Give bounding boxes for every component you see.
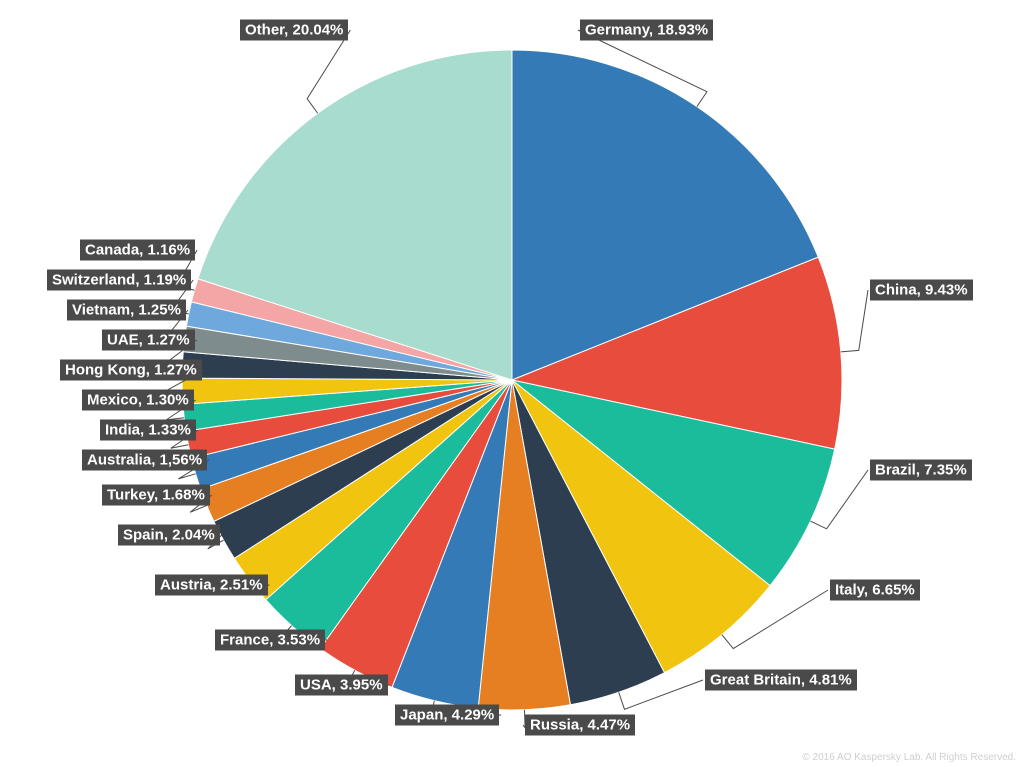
slice-label-china: China, 9.43% bbox=[870, 280, 973, 301]
slice-label-italy: Italy, 6.65% bbox=[830, 580, 920, 601]
slice-label-vietnam: Vietnam, 1.25% bbox=[67, 300, 186, 321]
slice-label-russia: Russia, 4.47% bbox=[525, 715, 635, 736]
slice-label-canada: Canada, 1.16% bbox=[80, 240, 195, 261]
slice-label-uae: UAE, 1.27% bbox=[102, 330, 195, 351]
slice-label-france: France, 3.53% bbox=[215, 630, 325, 651]
slice-label-great-britain: Great Britain, 4.81% bbox=[705, 670, 857, 691]
slice-label-australia: Australia, 1,56% bbox=[82, 450, 207, 471]
slice-label-japan: Japan, 4.29% bbox=[395, 705, 499, 726]
slice-label-mexico: Mexico, 1.30% bbox=[82, 390, 194, 411]
pie-chart-svg bbox=[0, 0, 1024, 767]
slice-label-turkey: Turkey, 1.68% bbox=[102, 485, 210, 506]
slice-label-india: India, 1.33% bbox=[100, 420, 196, 441]
slice-label-usa: USA, 3.95% bbox=[295, 675, 388, 696]
slice-label-austria: Austria, 2.51% bbox=[155, 575, 268, 596]
leader-line bbox=[841, 290, 868, 352]
slice-label-germany: Germany, 18.93% bbox=[580, 20, 713, 41]
slice-label-other: Other, 20.04% bbox=[240, 20, 348, 41]
pie-chart-container: © 2016 AO Kaspersky Lab. All Rights Rese… bbox=[0, 0, 1024, 767]
slice-label-brazil: Brazil, 7.35% bbox=[870, 460, 972, 481]
slice-label-spain: Spain, 2.04% bbox=[118, 525, 220, 546]
slice-label-switzerland: Switzerland, 1.19% bbox=[47, 270, 191, 291]
copyright-text: © 2016 AO Kaspersky Lab. All Rights Rese… bbox=[802, 752, 1016, 763]
slice-label-hong-kong: Hong Kong, 1.27% bbox=[60, 360, 202, 381]
